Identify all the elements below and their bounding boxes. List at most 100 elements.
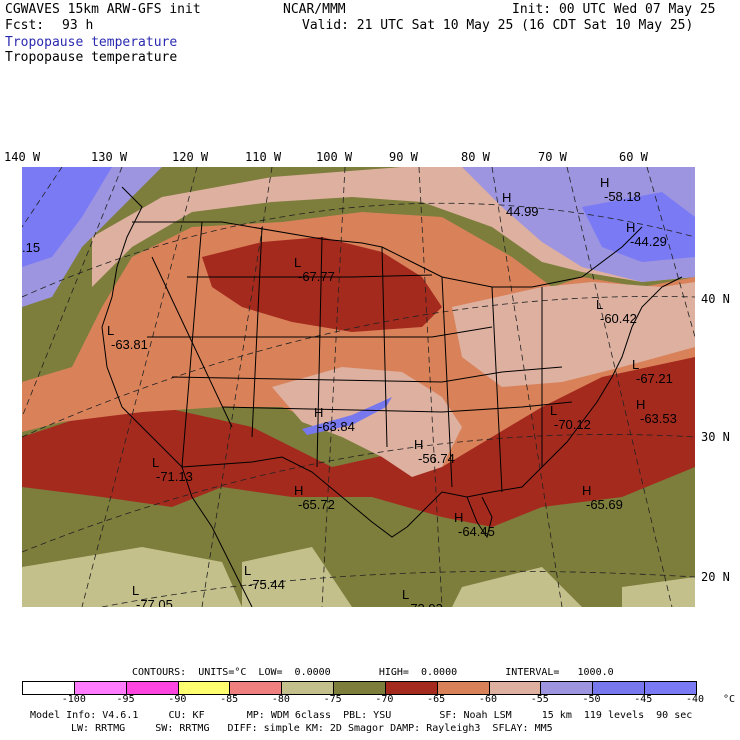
extremum-value-label: -72.93 <box>406 601 443 607</box>
colorbar-tick-label: -65 <box>427 694 446 705</box>
high-marker: H <box>294 483 303 498</box>
pink-shading-north <box>92 167 695 287</box>
colorbar-swatch <box>282 682 335 694</box>
extremum-value-label: -67.77 <box>298 269 335 284</box>
high-marker: H <box>502 190 511 205</box>
lat-label: 30 N <box>701 430 730 444</box>
tan-shading-sw <box>22 547 242 607</box>
graticule-lat-50 <box>22 202 695 298</box>
extremum-value-label: -64.45 <box>458 524 495 539</box>
lon-label: 120 W <box>172 150 209 164</box>
graticule-lat-20 <box>101 570 695 607</box>
model-title: CGWAVES 15km ARW-GFS init <box>5 2 201 17</box>
state-line-mid-south <box>221 401 573 413</box>
pink-shading-central-plains <box>272 367 462 477</box>
init-time: Init: 00 UTC Wed 07 May 25 <box>512 2 716 17</box>
field-title-black: Tropopause temperature <box>5 50 178 65</box>
high-marker: H <box>582 483 591 498</box>
low-marker: L <box>596 297 603 312</box>
colorbar-tick-label: -75 <box>323 694 342 705</box>
extremum-value-label: -65.72 <box>298 497 335 512</box>
lon-label: 140 W <box>4 150 41 164</box>
tan-shading-south <box>242 547 352 607</box>
colorbar-tick-label: -40 <box>686 694 705 705</box>
state-line-v4 <box>441 276 453 488</box>
lon-label: 90 W <box>389 150 418 164</box>
state-line-mid-north <box>147 326 493 338</box>
political-borders <box>101 186 683 607</box>
blue-streak-southern-plains <box>302 397 392 435</box>
colorbar-tick-label: -95 <box>116 694 135 705</box>
extremum-value-label: -44.29 <box>630 234 667 249</box>
low-marker: L <box>107 323 114 338</box>
graticule-lon-90 <box>418 167 443 607</box>
extremum-value-label: -63.53 <box>640 411 677 426</box>
colorbar-swatch <box>230 682 283 694</box>
high-marker: H <box>636 397 645 412</box>
colorbar-swatch <box>645 682 696 694</box>
lon-label: 80 W <box>461 150 490 164</box>
low-marker: L <box>152 455 159 470</box>
florida-outline <box>466 496 493 539</box>
graticule-lon-70 <box>566 167 673 607</box>
graticule-lat-30 <box>22 434 695 553</box>
extremum-value-label: 44.99 <box>506 204 539 219</box>
graticule-lon-80 <box>491 167 563 607</box>
colorbar-swatch <box>178 682 231 694</box>
field-title-blue: Tropopause temperature <box>5 35 178 50</box>
colorbar-swatch <box>74 682 127 694</box>
colorbar-tick-label: -70 <box>375 694 394 705</box>
high-marker: H <box>454 510 463 525</box>
low-marker: L <box>632 357 639 372</box>
state-line-mid <box>171 366 563 383</box>
colorbar-swatch <box>385 682 438 694</box>
extremum-value-label: -56.74 <box>418 451 455 466</box>
blue-shading-ne <box>582 192 695 262</box>
low-marker: L <box>132 583 139 598</box>
lon-label: 60 W <box>619 150 648 164</box>
high-marker: H <box>314 405 323 420</box>
colorbar-tick-label: -80 <box>271 694 290 705</box>
colorbar-swatch <box>437 682 490 694</box>
organization: NCAR/MMM <box>283 2 346 17</box>
lat-label: 20 N <box>701 570 730 584</box>
high-marker: H <box>600 175 609 190</box>
forecast-hour: 93 h <box>62 18 94 33</box>
colorbar-tick-label: -45 <box>634 694 653 705</box>
blue-shading-nw <box>22 167 112 267</box>
state-line-v3 <box>381 246 388 448</box>
map-labels: H44.99H-58.18H-44.29L-67.77.15L-63.81L-6… <box>22 175 677 607</box>
colorbar-tick-label: °C <box>723 694 736 705</box>
lon-label: 100 W <box>316 150 353 164</box>
extremum-value-label: -58.18 <box>604 189 641 204</box>
graticule-lon-110 <box>201 167 273 607</box>
extremum-value-label: -67.21 <box>636 371 673 386</box>
colorbar-swatch <box>489 682 542 694</box>
state-line-v8 <box>151 256 233 428</box>
valid-time: Valid: 21 UTC Sat 10 May 25 (16 CDT Sat … <box>302 18 694 33</box>
tan-shading-se <box>452 567 582 607</box>
state-line-v2 <box>316 236 323 468</box>
state-line-north <box>187 274 433 278</box>
colorbar-swatch <box>126 682 179 694</box>
colorbar-tick-label: -100 <box>61 694 86 705</box>
tan-shading-e <box>622 577 695 607</box>
us-canada-border <box>132 221 643 288</box>
extremum-value-label: .15 <box>22 240 40 255</box>
extremum-value-label: -71.13 <box>156 469 193 484</box>
lon-label: 130 W <box>91 150 128 164</box>
colorbar-tick-label: -85 <box>220 694 239 705</box>
us-mexico-border <box>181 456 408 538</box>
colorbar-tick-label: -60 <box>478 694 497 705</box>
graticule-lon-130 <box>22 167 123 418</box>
contours-info: CONTOURS: UNITS=°C LOW= 0.0000 HIGH= 0.0… <box>132 667 614 678</box>
graticule-lon-120 <box>81 167 198 607</box>
model-info-line1: Model Info: V4.6.1 CU: KF MP: WDM 6class… <box>30 710 693 721</box>
high-marker: H <box>414 437 423 452</box>
low-marker: L <box>402 587 409 602</box>
colorbar-tick-label: -55 <box>530 694 549 705</box>
state-line-v5 <box>491 286 503 493</box>
extremum-value-label: -63.81 <box>111 337 148 352</box>
pacific-coastline <box>101 186 253 607</box>
colorbar-tick-label: -50 <box>582 694 601 705</box>
